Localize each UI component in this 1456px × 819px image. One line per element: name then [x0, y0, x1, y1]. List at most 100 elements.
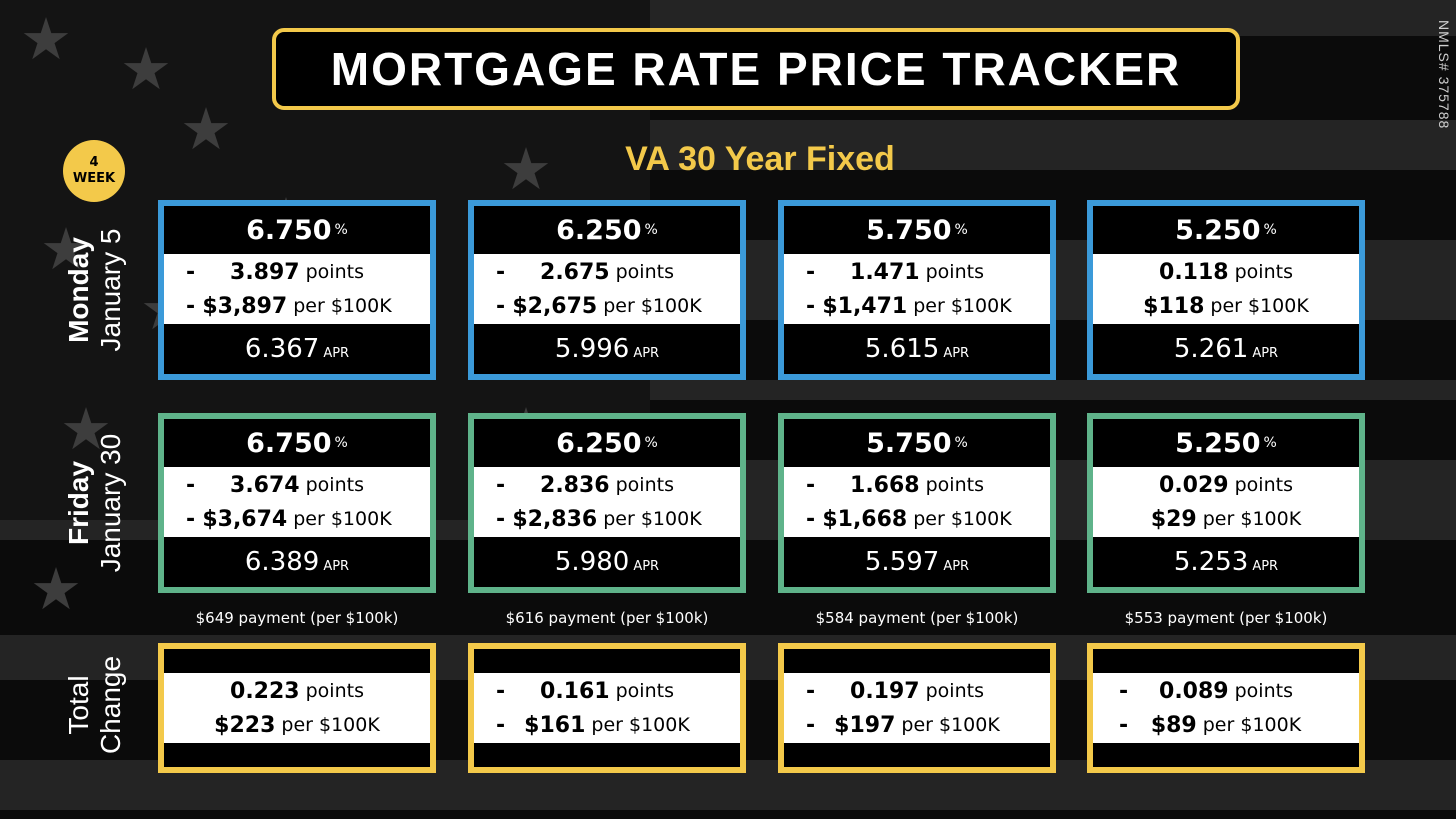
apr-label: APR — [1252, 558, 1279, 574]
points-label: points — [305, 680, 364, 702]
row-label-day: Friday — [63, 460, 94, 546]
week-badge-label: WEEK — [72, 171, 116, 186]
rate-value: 5.750 — [866, 214, 952, 246]
rate-card-monday: 6.750% - 3.897 points - $3,897 per $100K 6.3… — [158, 200, 436, 380]
payment-note: $553 payment (per $100k) — [1124, 609, 1328, 627]
per-100k-label: per $100K — [603, 295, 702, 317]
per-100k-label: per $100K — [1202, 508, 1302, 530]
rate-card-friday: 6.250% - 2.836 points - $2,836 per $100K 5.9… — [468, 413, 746, 593]
dollar-value: $118 — [1143, 293, 1205, 319]
rate-value: 6.750 — [246, 427, 332, 459]
payment-note: $649 payment (per $100k) — [195, 609, 399, 627]
points-label: points — [615, 474, 674, 496]
minus-sign: - — [806, 259, 816, 285]
minus-sign: - — [186, 259, 196, 285]
rate-value: 5.750 — [866, 427, 952, 459]
per-100k-label: per $100K — [1202, 714, 1302, 736]
percent-sign: % — [644, 435, 658, 451]
rate-card-friday: 5.750% - 1.668 points - $1,668 per $100K 5.5… — [778, 413, 1056, 593]
points-label: points — [925, 261, 984, 283]
points-label: points — [1234, 474, 1293, 496]
points-value: 3.897 — [230, 259, 300, 285]
dollar-value: $1,668 — [822, 506, 908, 532]
dollar-value: $1,471 — [822, 293, 908, 319]
points-label: points — [615, 261, 674, 283]
points-value: 0.089 — [1159, 678, 1229, 704]
rate-value: 5.250 — [1175, 214, 1261, 246]
percent-sign: % — [954, 222, 968, 238]
minus-sign: - — [1119, 712, 1129, 738]
percent-sign: % — [1263, 435, 1277, 451]
minus-sign: - — [496, 472, 506, 498]
points-label: points — [1234, 261, 1293, 283]
rate-card-friday: 6.750% - 3.674 points - $3,674 per $100K 6.3… — [158, 413, 436, 593]
points-label: points — [925, 474, 984, 496]
week-badge: 4 WEEK — [63, 140, 125, 202]
apr-label: APR — [323, 345, 350, 361]
rate-card-friday: 5.250% 0.029 points $29 per $100K 5.253 APR — [1087, 413, 1365, 593]
apr-value: 6.367 — [244, 334, 320, 364]
points-label: points — [925, 680, 984, 702]
percent-sign: % — [1263, 222, 1277, 238]
row-label-date: January 5 — [95, 228, 126, 352]
rate-card-monday: 5.250% 0.118 points $118 per $100K 5.261 AP… — [1087, 200, 1365, 380]
row-label-line1: Total — [63, 675, 94, 735]
per-100k-label: per $100K — [1210, 295, 1309, 317]
points-value: 0.197 — [850, 678, 920, 704]
minus-sign: - — [496, 678, 506, 704]
apr-label: APR — [323, 558, 350, 574]
apr-value: 5.597 — [864, 547, 940, 577]
change-card: - 0.089 points - $89 per $100K — [1087, 643, 1365, 773]
rate-value: 5.250 — [1175, 427, 1261, 459]
change-card: 0.223 points $223 per $100K — [158, 643, 436, 773]
points-value: 2.675 — [540, 259, 610, 285]
apr-label: APR — [1252, 345, 1279, 361]
row-label-date: January 30 — [95, 433, 126, 573]
points-value: 1.668 — [850, 472, 920, 498]
dollar-value: $161 — [524, 712, 586, 738]
apr-value: 5.996 — [554, 334, 630, 364]
minus-sign: - — [806, 506, 816, 532]
per-100k-label: per $100K — [293, 508, 392, 530]
row-label-day: Monday — [63, 237, 94, 343]
points-label: points — [305, 474, 364, 496]
points-label: points — [1234, 680, 1293, 702]
points-value: 2.836 — [540, 472, 610, 498]
apr-value: 5.615 — [864, 334, 940, 364]
dollar-value: $3,674 — [202, 506, 288, 532]
dollar-value: $29 — [1150, 506, 1197, 532]
per-100k-label: per $100K — [901, 714, 1000, 736]
per-100k-label: per $100K — [293, 295, 392, 317]
row-label-monday: Monday January 5 — [55, 180, 135, 400]
minus-sign: - — [806, 712, 816, 738]
dollar-value: $2,675 — [512, 293, 598, 319]
points-label: points — [615, 680, 674, 702]
rate-card-monday: 5.750% - 1.471 points - $1,471 per $100K 5.6… — [778, 200, 1056, 380]
row-label-friday: Friday January 30 — [55, 393, 135, 613]
rate-value: 6.250 — [556, 427, 642, 459]
apr-value: 6.389 — [244, 547, 320, 577]
per-100k-label: per $100K — [281, 714, 380, 736]
minus-sign: - — [806, 678, 816, 704]
minus-sign: - — [496, 712, 506, 738]
rate-card-monday: 6.250% - 2.675 points - $2,675 per $100K 5.9… — [468, 200, 746, 380]
dollar-value: $2,836 — [512, 506, 598, 532]
minus-sign: - — [186, 472, 196, 498]
percent-sign: % — [334, 222, 348, 238]
points-value: 3.674 — [230, 472, 300, 498]
apr-label: APR — [943, 558, 970, 574]
minus-sign: - — [186, 293, 196, 319]
rate-value: 6.750 — [246, 214, 332, 246]
per-100k-label: per $100K — [913, 295, 1012, 317]
dollar-value: $3,897 — [202, 293, 288, 319]
nmls-number: NMLS# 375788 — [1436, 20, 1452, 130]
minus-sign: - — [1119, 678, 1129, 704]
apr-label: APR — [943, 345, 970, 361]
minus-sign: - — [496, 293, 506, 319]
apr-label: APR — [633, 345, 660, 361]
points-value: 1.471 — [850, 259, 920, 285]
points-label: points — [305, 261, 364, 283]
apr-value: 5.261 — [1173, 334, 1249, 364]
points-value: 0.118 — [1159, 259, 1229, 285]
points-value: 0.161 — [540, 678, 610, 704]
